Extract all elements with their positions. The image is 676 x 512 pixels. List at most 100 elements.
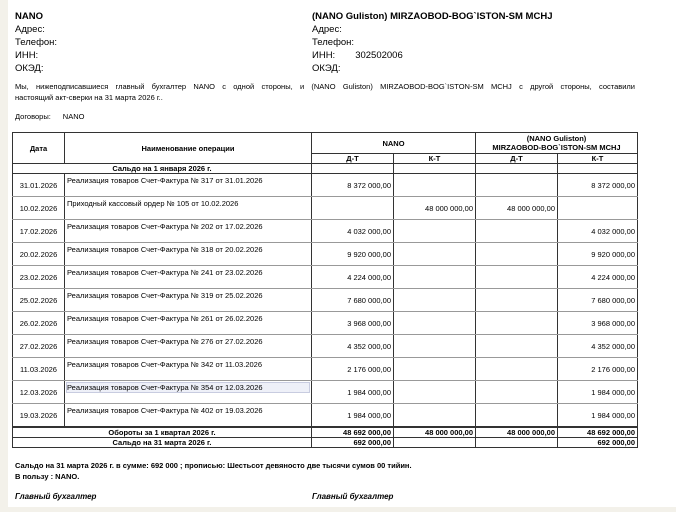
row-right-debit: [475, 380, 558, 404]
row-operation[interactable]: Реализация товаров Счет-Фактура № 317 от…: [64, 173, 312, 197]
opening-balance-label: Сальдо на 1 января 2026 г.: [12, 163, 312, 174]
right-phone-label: Телефон:: [312, 37, 355, 48]
row-right-credit: [556, 196, 639, 220]
row-right-credit: 9 920 000,00: [556, 242, 639, 266]
row-date: 20.02.2026: [12, 242, 65, 266]
left-debit-header: Д-Т: [311, 153, 394, 164]
row-operation[interactable]: Реализация товаров Счет-Фактура № 319 от…: [64, 288, 312, 312]
closing-left-debit: 692 000,00: [311, 437, 394, 448]
row-left-debit: 3 968 000,00: [311, 311, 394, 335]
row-date: 23.02.2026: [12, 265, 65, 289]
row-right-debit: [475, 173, 558, 197]
contracts-label: Договоры:: [15, 112, 51, 121]
selected-operation[interactable]: Реализация товаров Счет-Фактура № 354 от…: [66, 382, 310, 393]
turnover-right-debit: 48 000 000,00: [475, 426, 558, 438]
row-left-debit: 7 680 000,00: [311, 288, 394, 312]
row-date: 31.01.2026: [12, 173, 65, 197]
row-left-debit: 1 984 000,00: [311, 403, 394, 428]
row-left-credit: [393, 265, 476, 289]
right-address-label: Адрес:: [312, 24, 342, 35]
row-date: 12.03.2026: [12, 380, 65, 404]
row-operation[interactable]: Приходный кассовый ордер № 105 от 10.02.…: [64, 196, 312, 220]
table-row: 23.02.2026 Реализация товаров Счет-Фактур…: [12, 265, 639, 289]
row-right-debit: 48 000 000,00: [475, 196, 558, 220]
row-right-credit: 1 984 000,00: [556, 380, 639, 404]
table-row: 17.02.2026 Реализация товаров Счет-Фактур…: [12, 219, 639, 243]
row-left-credit: [393, 403, 476, 428]
summary-in-favor: В пользу : NANO.: [15, 472, 80, 481]
right-inn-value: 302502006: [355, 50, 403, 61]
row-left-credit: [393, 219, 476, 243]
right-party-name: (NANO Guliston) MIRZAOBOD-BOG`ISTON-SM M…: [312, 11, 553, 22]
row-left-debit: 4 352 000,00: [311, 334, 394, 358]
signature-right: Главный бухгалтер: [312, 492, 394, 501]
row-right-credit: 3 968 000,00: [556, 311, 639, 335]
row-left-debit: [311, 196, 394, 220]
row-left-debit: 8 372 000,00: [311, 173, 394, 197]
table-row: 11.03.2026 Реализация товаров Счет-Фактур…: [12, 357, 639, 381]
row-right-debit: [475, 219, 558, 243]
row-operation[interactable]: Реализация товаров Счет-Фактура № 202 от…: [64, 219, 312, 243]
row-operation[interactable]: Реализация товаров Счет-Фактура № 342 от…: [64, 357, 312, 381]
row-operation[interactable]: Реализация товаров Счет-Фактура № 276 от…: [64, 334, 312, 358]
contracts-value: NANO: [62, 112, 85, 121]
row-left-credit: [393, 242, 476, 266]
table-row: 27.02.2026 Реализация товаров Счет-Фактур…: [12, 334, 639, 358]
row-date: 17.02.2026: [12, 219, 65, 243]
row-operation[interactable]: Реализация товаров Счет-Фактура № 354 от…: [64, 380, 312, 404]
col-operation-header: Наименование операции: [64, 132, 312, 164]
right-okzd-label: ОКЭД:: [312, 63, 341, 74]
intro-line-2: настоящий акт-сверки на 31 марта 2026 г.…: [15, 93, 163, 102]
left-address-label: Адрес:: [15, 24, 45, 35]
right-party-block: (NANO Guliston) MIRZAOBOD-BOG`ISTON-SM M…: [312, 10, 609, 75]
row-date: 10.02.2026: [12, 196, 65, 220]
row-right-debit: [475, 334, 558, 358]
closing-left-credit: [393, 437, 476, 448]
row-left-debit: 4 224 000,00: [311, 265, 394, 289]
row-date: 25.02.2026: [12, 288, 65, 312]
reconciliation-act-page: NANO Адрес: Телефон: ИНН: ОКЭД: (NANO Gu…: [8, 0, 676, 507]
table-row: 26.02.2026 Реализация товаров Счет-Фактур…: [12, 311, 639, 335]
col-left-party-header: NANO: [311, 132, 476, 154]
row-right-debit: [475, 288, 558, 312]
row-right-debit: [475, 357, 558, 381]
turnover-left-credit: 48 000 000,00: [393, 426, 476, 438]
right-inn-label: ИНН:: [312, 50, 336, 61]
row-operation[interactable]: Реализация товаров Счет-Фактура № 241 от…: [64, 265, 312, 289]
table-row: 12.03.2026 Реализация товаров Счет-Фактур…: [12, 380, 639, 404]
table-row: 25.02.2026 Реализация товаров Счет-Фактур…: [12, 288, 639, 312]
row-left-credit: 48 000 000,00: [393, 196, 476, 220]
intro-line-1: Мы, нижеподписавшиеся главный бухгалтер …: [15, 82, 635, 91]
row-right-credit: 4 224 000,00: [556, 265, 639, 289]
row-left-debit: 1 984 000,00: [311, 380, 394, 404]
row-operation[interactable]: Реализация товаров Счет-Фактура № 402 от…: [64, 403, 312, 428]
closing-balance-label: Сальдо на 31 марта 2026 г.: [12, 437, 312, 448]
reconciliation-table: Дата Наименование операции NANO (NANO Gu…: [12, 132, 639, 448]
row-left-credit: [393, 288, 476, 312]
row-operation[interactable]: Реализация товаров Счет-Фактура № 318 от…: [64, 242, 312, 266]
right-debit-header: Д-Т: [475, 153, 558, 164]
table-row: 10.02.2026 Приходный кассовый ордер № 105…: [12, 196, 639, 220]
closing-right-debit: [475, 437, 558, 448]
left-credit-header: К-Т: [393, 153, 476, 164]
closing-right-credit: 692 000,00: [556, 437, 639, 448]
row-date: 11.03.2026: [12, 357, 65, 381]
col-date-header: Дата: [12, 132, 65, 164]
row-date: 19.03.2026: [12, 403, 65, 428]
left-inn-label: ИНН:: [15, 50, 39, 61]
row-right-credit: 1 984 000,00: [556, 403, 639, 428]
row-date: 26.02.2026: [12, 311, 65, 335]
table-row: 20.02.2026 Реализация товаров Счет-Фактур…: [12, 242, 639, 266]
turnover-label: Обороты за 1 квартал 2026 г.: [12, 426, 312, 438]
table-row: 31.01.2026 Реализация товаров Счет-Фактур…: [12, 173, 639, 197]
row-left-credit: [393, 334, 476, 358]
row-right-debit: [475, 311, 558, 335]
right-credit-header: К-Т: [556, 153, 639, 164]
table-row: 19.03.2026 Реализация товаров Счет-Фактур…: [12, 403, 639, 428]
row-operation[interactable]: Реализация товаров Счет-Фактура № 261 от…: [64, 311, 312, 335]
row-left-credit: [393, 173, 476, 197]
signature-left: Главный бухгалтер: [15, 492, 97, 501]
left-party-name: NANO: [15, 11, 43, 22]
summary-balance: Сальдо на 31 марта 2026 г. в сумме: 692 …: [15, 461, 412, 470]
row-left-debit: 4 032 000,00: [311, 219, 394, 243]
